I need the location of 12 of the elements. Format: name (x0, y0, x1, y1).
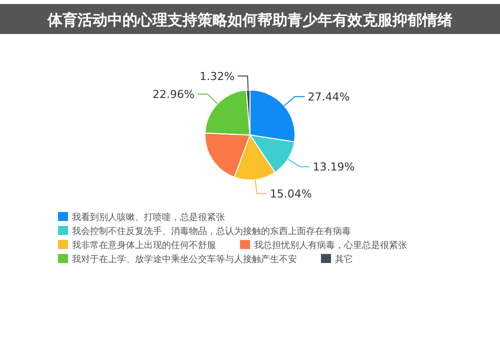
legend-label: 我看到别人咳嗽、打喷嚏，总是很紧张 (72, 212, 225, 223)
legend-label: 其它 (335, 254, 353, 265)
legend-label: 我会控制不住反复洗手、消毒物品，总认为接触的东西上面存在有病毒 (72, 226, 351, 237)
legend-label: 我非常在意身体上出现的任何不舒服 (72, 240, 216, 251)
legend-label: 我总担忧别人有病毒，心里总是很紧张 (254, 240, 407, 251)
legend-label: 我对于在上学、放学途中乘坐公交车等与人接触产生不安 (72, 254, 297, 265)
data-label: 1.32% (200, 70, 235, 84)
data-label: 13.19% (312, 160, 355, 174)
data-label: 22.96% (152, 88, 194, 102)
chart-title: 体育活动中的心理支持策略如何帮助青少年有效克服抑郁情绪 (46, 11, 452, 29)
data-label: 27.44% (308, 90, 350, 104)
data-label: 15.04% (270, 188, 312, 201)
